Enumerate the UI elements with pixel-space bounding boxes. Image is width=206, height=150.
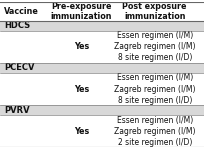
Text: Essen regimen (I/M)
Zagreb regimen (I/M)
2 site regimen (I/D): Essen regimen (I/M) Zagreb regimen (I/M)… — [114, 116, 195, 147]
FancyBboxPatch shape — [0, 2, 204, 147]
Text: PVRV: PVRV — [4, 106, 30, 115]
FancyBboxPatch shape — [0, 63, 204, 73]
Text: PCECV: PCECV — [4, 63, 35, 72]
FancyBboxPatch shape — [0, 21, 204, 31]
Text: HDCS: HDCS — [4, 21, 30, 30]
Text: Yes: Yes — [74, 42, 89, 51]
FancyBboxPatch shape — [0, 115, 204, 147]
Text: Vaccine: Vaccine — [4, 7, 39, 16]
Text: Essen regimen (I/M)
Zagreb regimen (I/M)
8 site regimen (I/D): Essen regimen (I/M) Zagreb regimen (I/M)… — [114, 74, 195, 105]
FancyBboxPatch shape — [0, 73, 204, 105]
FancyBboxPatch shape — [0, 2, 204, 21]
Text: Post exposure
immunization: Post exposure immunization — [122, 2, 187, 21]
FancyBboxPatch shape — [0, 105, 204, 115]
Text: Yes: Yes — [74, 85, 89, 94]
Text: Essen regimen (I/M)
Zagreb regimen (I/M)
8 site regimen (I/D): Essen regimen (I/M) Zagreb regimen (I/M)… — [114, 31, 195, 63]
FancyBboxPatch shape — [0, 31, 204, 63]
Text: Pre-exposure
immunization: Pre-exposure immunization — [51, 2, 112, 21]
Text: Yes: Yes — [74, 127, 89, 136]
